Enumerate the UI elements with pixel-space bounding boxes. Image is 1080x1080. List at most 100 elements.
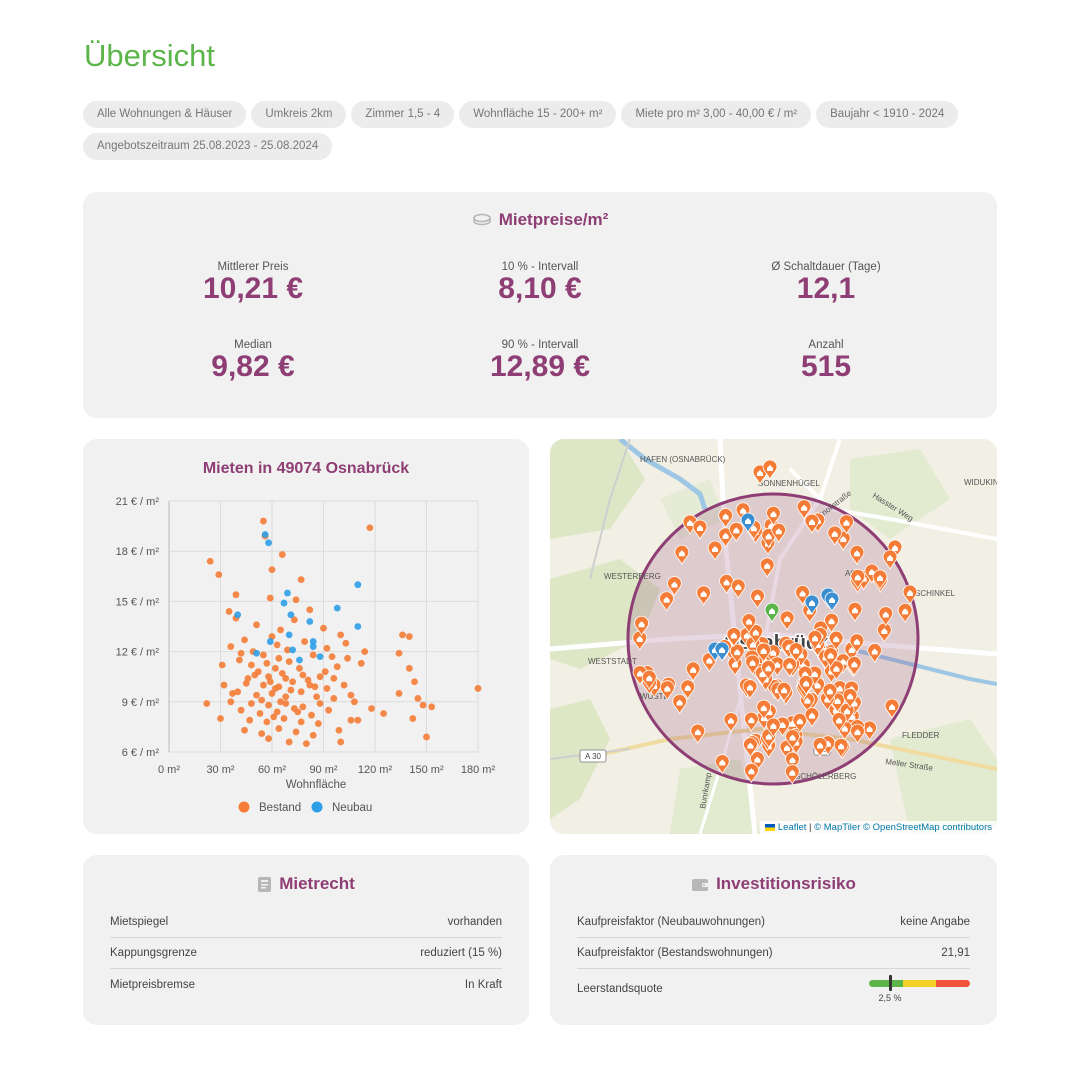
house-icon — [902, 608, 909, 615]
data-point-bestand — [263, 659, 271, 667]
house-icon — [748, 768, 755, 775]
house-icon — [745, 518, 751, 524]
house-icon — [749, 659, 756, 666]
data-point-neubau — [265, 539, 272, 547]
house-icon — [770, 649, 777, 656]
legend-marker-bestand[interactable] — [238, 801, 250, 813]
map-label: SONNENHÜGEL — [758, 479, 820, 488]
data-point-bestand — [246, 716, 254, 724]
house-icon — [871, 648, 878, 655]
data-point-bestand — [284, 646, 291, 654]
map-label: HAFEN (OSNABRÜCK) — [640, 455, 726, 464]
house-icon — [866, 726, 873, 733]
data-point-bestand — [220, 681, 228, 689]
row-value: reduziert (15 %) — [420, 947, 502, 959]
house-icon — [770, 511, 777, 518]
house-icon — [723, 579, 730, 586]
map-canvas[interactable]: HAFEN (OSNABRÜCK) SONNENHÜGEL Knollstraß… — [550, 439, 997, 834]
data-point-bestand — [265, 735, 272, 743]
data-point-bestand — [309, 731, 317, 739]
maptiler-link[interactable]: © MapTiler — [814, 822, 861, 833]
data-point-bestand — [414, 695, 422, 702]
house-icon — [841, 725, 848, 732]
chart-title: Mieten in 49074 Osnabrück — [203, 460, 409, 477]
data-point-bestand — [263, 718, 271, 726]
vacancy-gauge-label: 2,5 % — [878, 993, 902, 1003]
osm-link[interactable]: © OpenStreetMap contributors — [863, 822, 992, 833]
data-point-bestand — [304, 676, 312, 684]
data-point-bestand — [311, 683, 319, 691]
house-icon — [848, 647, 855, 654]
leaflet-link[interactable]: Leaflet — [777, 822, 807, 833]
attribution-separator: | — [809, 822, 812, 833]
data-point-bestand — [344, 654, 351, 662]
legend-label-neubau[interactable]: Neubau — [332, 802, 372, 814]
filter-chip-radius[interactable]: Umkreis 2km — [251, 101, 347, 128]
house-icon — [747, 684, 754, 691]
house-icon — [646, 675, 653, 682]
data-point-neubau — [287, 611, 295, 619]
house-icon — [727, 717, 734, 724]
filter-chip-rent[interactable]: Miete pro m² 3,00 - 40,00 € / m² — [621, 101, 812, 128]
filter-chip-period[interactable]: Angebotszeitraum 25.08.2023 - 25.08.2024 — [83, 133, 333, 160]
house-icon — [750, 641, 757, 648]
data-point-bestand — [280, 715, 288, 722]
data-point-bestand — [273, 708, 281, 716]
data-point-bestand — [351, 698, 358, 706]
row-label: Mietpreisbremse — [110, 978, 195, 991]
house-icon — [844, 708, 851, 715]
map-markers[interactable] — [632, 459, 918, 785]
map-label: A 30 — [585, 752, 602, 761]
house-icon — [722, 513, 729, 520]
house-icon — [840, 536, 847, 543]
data-point-bestand — [301, 638, 309, 645]
stat-value: 8,10 € — [498, 272, 582, 305]
data-point-neubau — [284, 589, 291, 597]
y-tick-label: 18 € / m² — [116, 546, 160, 558]
stat-value: 515 — [800, 350, 852, 383]
data-point-neubau — [306, 618, 314, 625]
chart-legend[interactable]: Bestand Neubau — [238, 801, 373, 815]
data-point-bestand — [260, 517, 267, 525]
legend-marker-neubau[interactable] — [311, 801, 323, 813]
house-icon — [730, 632, 737, 639]
data-point-bestand — [292, 596, 300, 604]
legend-label-bestand[interactable]: Bestand — [259, 802, 301, 814]
house-icon — [747, 742, 754, 749]
house-icon — [854, 574, 861, 581]
stat-value: 12,89 € — [489, 350, 591, 383]
data-point-bestand — [265, 701, 272, 709]
house-icon — [671, 581, 678, 588]
data-point-bestand — [258, 730, 266, 737]
house-icon — [733, 527, 740, 534]
data-point-bestand — [399, 631, 406, 639]
stat-value: 10,21 € — [202, 272, 304, 305]
map-railway — [589, 439, 631, 580]
data-point-neubau — [309, 643, 317, 650]
data-point-bestand — [282, 700, 290, 707]
house-icon — [767, 465, 773, 471]
data-point-bestand — [227, 698, 235, 706]
row-value: 21,91 — [941, 947, 970, 959]
data-point-bestand — [297, 576, 305, 584]
map-card[interactable]: HAFEN (OSNABRÜCK) SONNENHÜGEL Knollstraß… — [550, 439, 997, 834]
house-icon — [809, 712, 816, 719]
vacancy-gauge-marker — [888, 975, 892, 991]
filter-chip-year[interactable]: Baujahr < 1910 - 2024 — [816, 101, 959, 128]
filter-chip-type[interactable]: Alle Wohnungen & Häuser — [83, 101, 247, 128]
rent-stats-card: Mietpreise/m² Mittlerer Preis 10,21 € 10… — [83, 192, 997, 418]
filter-chip-area[interactable]: Wohnfläche 15 - 200+ m² — [459, 101, 617, 128]
data-point-neubau — [354, 623, 362, 630]
house-icon — [694, 729, 701, 736]
investment-risk-card: Investitionsrisiko Kaufpreisfaktor (Neub… — [550, 855, 997, 1025]
data-point-neubau — [309, 638, 317, 645]
data-point-bestand — [297, 718, 305, 726]
data-point-bestand — [285, 738, 293, 746]
filter-chip-rooms[interactable]: Zimmer 1,5 - 4 — [351, 101, 455, 128]
data-point-bestand — [306, 606, 314, 614]
data-point-neubau — [261, 531, 269, 538]
house-icon — [836, 685, 843, 692]
data-point-bestand — [428, 703, 436, 711]
data-point-bestand — [347, 691, 355, 699]
map-label: SCHÖLERBERG — [795, 772, 856, 781]
